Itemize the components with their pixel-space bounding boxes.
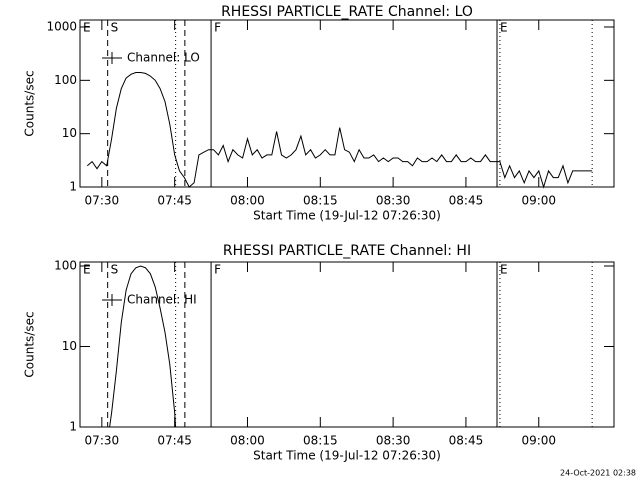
y-tick-label: 100 <box>54 73 77 87</box>
x-tick-label: 07:45 <box>157 194 192 208</box>
marker-label: E <box>500 263 508 277</box>
marker-label: E <box>83 263 91 277</box>
x-tick-label: 07:30 <box>85 434 120 448</box>
y-tick-label: 10 <box>62 339 77 353</box>
data-line <box>109 265 177 428</box>
x-tick-label: 07:30 <box>85 194 120 208</box>
y-tick-label: 1 <box>69 180 77 194</box>
chart-title: RHESSI PARTICLE_RATE Channel: LO <box>221 4 473 20</box>
x-tick-label: 08:30 <box>376 194 411 208</box>
y-tick-label: 10 <box>62 126 77 140</box>
x-axis-label: Start Time (19-Jul-12 07:26:30) <box>253 449 441 463</box>
y-axis-label: Counts/sec <box>23 311 37 377</box>
marker-label: E <box>83 21 91 35</box>
x-axis-label: Start Time (19-Jul-12 07:26:30) <box>253 209 441 223</box>
x-tick-label: 07:45 <box>157 434 192 448</box>
marker-label: E <box>500 21 508 35</box>
x-tick-label: 08:00 <box>230 434 265 448</box>
legend-label: Channel: HI <box>127 293 197 307</box>
y-tick-label: 1000 <box>46 20 77 34</box>
data-line <box>86 72 593 189</box>
marker-label: S <box>111 21 119 35</box>
y-tick-label: 1 <box>69 420 77 434</box>
marker-label: F <box>214 21 221 35</box>
x-tick-label: 08:15 <box>303 194 338 208</box>
footer: 24-Oct-2021 02:38 <box>560 469 636 478</box>
chart-title: RHESSI PARTICLE_RATE Channel: HI <box>223 243 471 259</box>
legend-label: Channel: LO <box>127 51 200 65</box>
y-tick-label: 100 <box>54 259 77 273</box>
x-tick-label: 08:45 <box>449 434 484 448</box>
x-tick-label: 08:30 <box>376 434 411 448</box>
marker-label: F <box>214 263 221 277</box>
marker-label: S <box>111 263 119 277</box>
x-tick-label: 08:15 <box>303 434 338 448</box>
x-tick-label: 08:45 <box>449 194 484 208</box>
y-axis-label: Counts/sec <box>23 70 37 136</box>
x-tick-label: 08:00 <box>230 194 265 208</box>
x-tick-label: 09:00 <box>521 434 556 448</box>
x-tick-label: 09:00 <box>521 194 556 208</box>
